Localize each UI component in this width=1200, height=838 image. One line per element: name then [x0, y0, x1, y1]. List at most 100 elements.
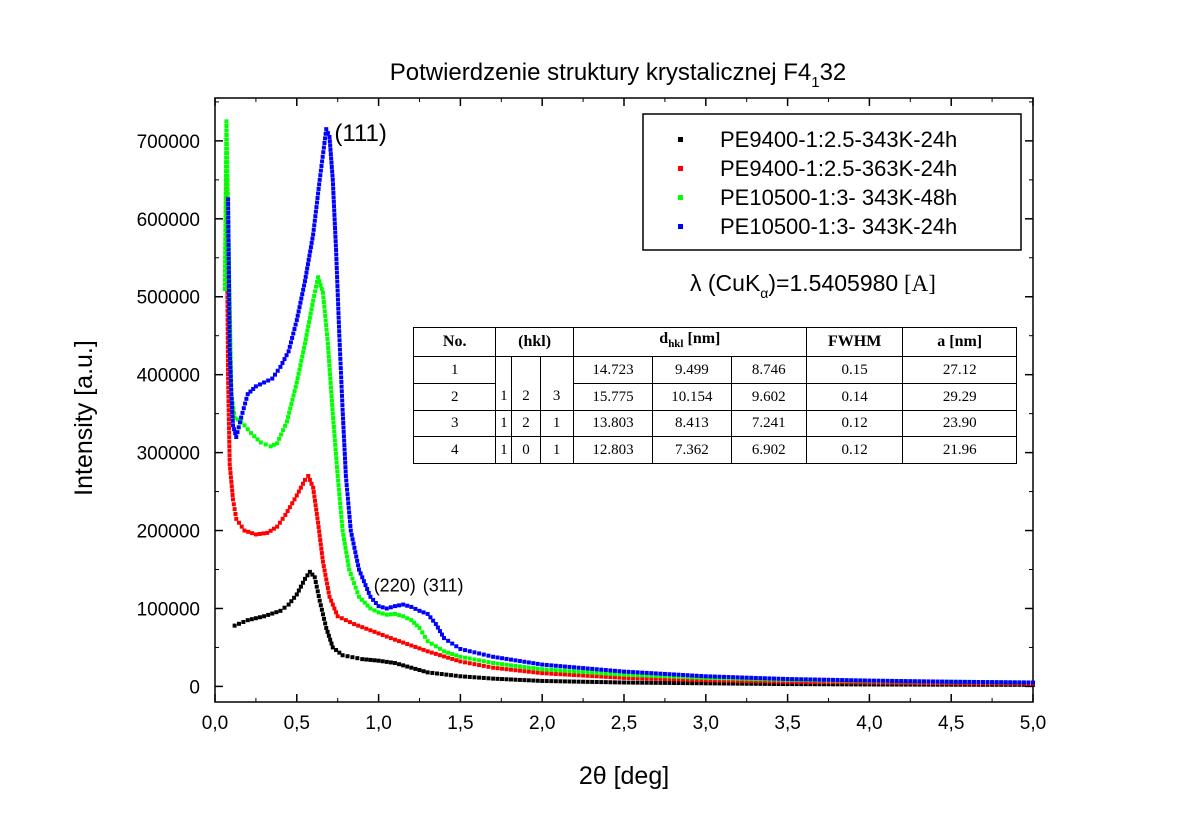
data-point [903, 679, 908, 684]
data-point [315, 196, 320, 201]
data-point [250, 531, 255, 536]
data-point [230, 414, 235, 419]
data-point [289, 402, 294, 407]
data-point [318, 173, 323, 178]
data-point [549, 663, 554, 668]
data-point [324, 127, 329, 132]
data-point [225, 182, 230, 187]
peak-label: (111) [334, 120, 386, 147]
data-point [608, 671, 613, 676]
data-point [458, 674, 463, 679]
data-point [232, 427, 237, 432]
data-point [640, 670, 645, 675]
data-point [226, 256, 231, 261]
data-point [337, 338, 342, 343]
data-point [343, 473, 348, 478]
data-point [283, 512, 288, 517]
data-point [417, 646, 422, 651]
data-point [225, 304, 230, 309]
data-point [449, 673, 454, 678]
data-point [409, 604, 414, 609]
data-point [302, 477, 307, 482]
data-point [990, 680, 995, 685]
data-point [313, 498, 318, 503]
x-tick-label: 4,5 [938, 713, 964, 734]
data-point [280, 516, 285, 521]
data-point [305, 262, 310, 267]
data-point [477, 651, 482, 656]
data-point [421, 610, 426, 615]
data-point [431, 618, 436, 623]
peak-label: (220) [374, 575, 416, 595]
data-point [257, 615, 262, 620]
data-point [581, 669, 586, 674]
data-point [549, 667, 554, 672]
data-point [223, 237, 228, 242]
data-point [295, 313, 300, 318]
data-point [225, 295, 230, 300]
data-point [585, 679, 590, 684]
data-point [328, 152, 333, 157]
data-point [296, 371, 301, 376]
data-point [224, 128, 229, 133]
data-point [228, 369, 233, 374]
data-point [348, 523, 353, 528]
data-point [339, 379, 344, 384]
data-point [229, 383, 234, 388]
data-point [327, 359, 332, 364]
data-point [223, 228, 228, 233]
data-point [336, 302, 341, 307]
data-point [313, 214, 318, 219]
data-point [522, 659, 527, 664]
data-point [327, 367, 332, 372]
data-point [298, 300, 303, 305]
data-point [236, 621, 241, 626]
data-point [223, 219, 228, 224]
data-point [313, 579, 318, 584]
data-point [508, 677, 513, 682]
data-point [535, 678, 540, 683]
data-point [325, 586, 330, 591]
data-point [481, 663, 486, 668]
data-point [355, 558, 360, 563]
col-header-dhkl: dhkl [nm] [572, 327, 807, 357]
data-point [472, 657, 477, 662]
data-point [463, 660, 468, 665]
data-point [790, 682, 795, 687]
data-point [298, 485, 303, 490]
data-point [325, 581, 330, 586]
data-point [306, 473, 311, 478]
data-point [388, 660, 393, 665]
cell-l: 1 [539, 436, 574, 464]
data-point [229, 484, 234, 489]
data-point [572, 665, 577, 670]
data-point [450, 652, 455, 657]
data-point [681, 672, 686, 677]
data-point [228, 378, 233, 383]
data-point [676, 672, 681, 677]
data-point [812, 682, 817, 687]
data-point [347, 519, 352, 524]
data-point [333, 226, 338, 231]
data-point [354, 554, 359, 559]
data-point [785, 682, 790, 687]
data-point [227, 435, 232, 440]
data-point [333, 239, 338, 244]
data-point [662, 674, 667, 679]
data-point [544, 667, 549, 672]
data-point [343, 465, 348, 470]
data-point [348, 572, 353, 577]
data-point [288, 340, 293, 345]
data-point [472, 662, 477, 667]
data-point [414, 623, 419, 628]
data-point [635, 680, 640, 685]
data-point [667, 674, 672, 679]
data-point [322, 304, 327, 309]
data-point [339, 616, 344, 621]
data-point [567, 664, 572, 669]
data-point [328, 372, 333, 377]
data-point [708, 678, 713, 683]
wavelength-unit: [A] [898, 271, 936, 296]
x-axis-ticks: 0,0 0,5 1,0 1,5 2,0 2,5 3,0 3,5 4,0 4,5 5,0 [202, 98, 1046, 734]
data-point [572, 679, 577, 684]
